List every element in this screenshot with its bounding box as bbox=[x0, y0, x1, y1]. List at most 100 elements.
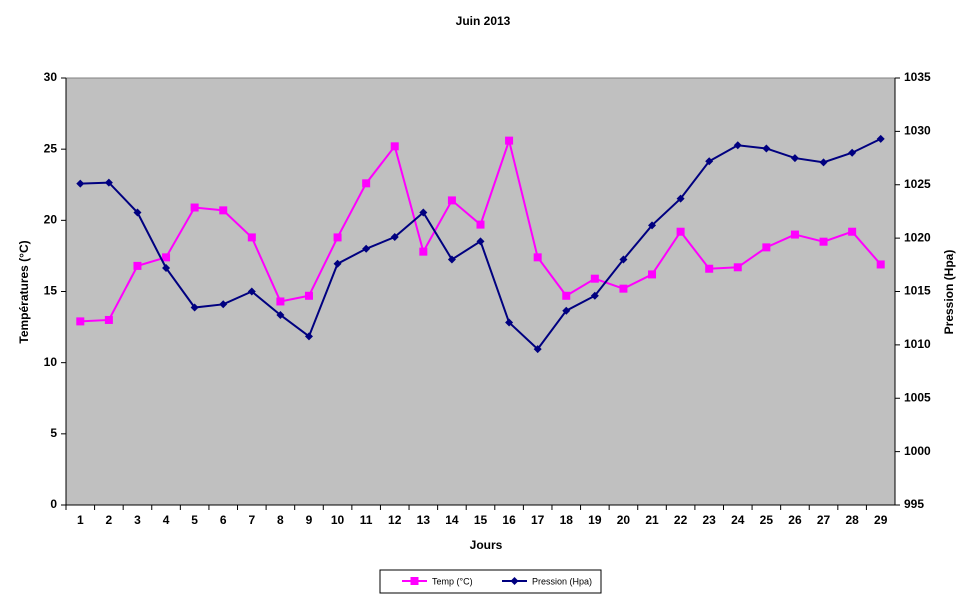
y2-tick-label: 1015 bbox=[904, 284, 931, 298]
data-point bbox=[533, 253, 542, 262]
data-point bbox=[190, 203, 199, 212]
data-point bbox=[476, 220, 485, 229]
data-point bbox=[162, 253, 171, 262]
data-point bbox=[876, 260, 885, 269]
chart-title: Juin 2013 bbox=[456, 14, 511, 28]
y-tick-label: 0 bbox=[50, 497, 57, 511]
x-tick-label: 18 bbox=[560, 513, 574, 527]
x-tick-label: 20 bbox=[617, 513, 631, 527]
data-point bbox=[276, 310, 285, 319]
x-tick-label: 27 bbox=[817, 513, 831, 527]
plot-area bbox=[65, 77, 896, 506]
y2-tick-label: 1010 bbox=[904, 337, 931, 351]
legend-box bbox=[379, 569, 602, 594]
data-point bbox=[419, 247, 428, 256]
data-point bbox=[762, 144, 771, 153]
data-point bbox=[762, 243, 771, 252]
x-tick-label: 5 bbox=[191, 513, 198, 527]
data-point bbox=[133, 261, 142, 270]
data-point bbox=[848, 227, 857, 236]
y2-axis-label: Pression (Hpa) bbox=[942, 250, 956, 335]
data-point bbox=[76, 179, 85, 188]
y2-tick-label: 1020 bbox=[904, 230, 931, 244]
data-point bbox=[705, 264, 714, 273]
x-tick-label: 29 bbox=[874, 513, 888, 527]
data-point bbox=[505, 136, 514, 145]
x-tick-label: 8 bbox=[277, 513, 284, 527]
data-point bbox=[790, 230, 799, 239]
data-point bbox=[848, 148, 857, 157]
data-point bbox=[219, 206, 228, 215]
legend: Temp (°C) Pression (Hpa) bbox=[379, 569, 602, 594]
y-tick-label: 10 bbox=[44, 355, 58, 369]
data-point bbox=[733, 141, 742, 150]
y-tick-label: 15 bbox=[44, 284, 58, 298]
x-tick-label: 23 bbox=[703, 513, 717, 527]
data-point bbox=[562, 291, 571, 300]
data-point bbox=[247, 233, 256, 242]
y-tick-label: 20 bbox=[44, 213, 58, 227]
y2-tick-label: 1030 bbox=[904, 124, 931, 138]
legend-marker bbox=[410, 577, 419, 585]
data-point bbox=[76, 317, 85, 326]
x-tick-label: 21 bbox=[645, 513, 659, 527]
data-point bbox=[590, 291, 599, 300]
y2-tick-label: 1035 bbox=[904, 70, 931, 84]
x-tick-label: 12 bbox=[388, 513, 402, 527]
data-point bbox=[390, 142, 399, 151]
data-point bbox=[276, 297, 285, 306]
data-point bbox=[219, 300, 228, 309]
legend-label: Temp (°C) bbox=[432, 576, 473, 586]
data-point bbox=[104, 178, 113, 187]
data-point bbox=[790, 154, 799, 163]
data-point bbox=[562, 306, 571, 315]
data-point bbox=[676, 227, 685, 236]
x-tick-label: 26 bbox=[788, 513, 802, 527]
data-point bbox=[505, 318, 514, 327]
data-point bbox=[705, 157, 714, 166]
x-tick-label: 9 bbox=[306, 513, 313, 527]
x-tick-label: 19 bbox=[588, 513, 602, 527]
data-point bbox=[819, 158, 828, 167]
x-tick-label: 28 bbox=[845, 513, 859, 527]
data-point bbox=[476, 237, 485, 246]
x-tick-label: 17 bbox=[531, 513, 545, 527]
data-point bbox=[304, 291, 313, 300]
data-point bbox=[304, 332, 313, 341]
x-tick-label: 10 bbox=[331, 513, 345, 527]
x-tick-label: 16 bbox=[502, 513, 516, 527]
data-point bbox=[390, 233, 399, 242]
x-tick-label: 11 bbox=[360, 513, 373, 527]
data-point bbox=[333, 233, 342, 242]
x-tick-label: 13 bbox=[417, 513, 431, 527]
y-tick-label: 30 bbox=[44, 70, 58, 84]
data-point bbox=[333, 259, 342, 268]
data-point bbox=[619, 284, 628, 293]
legend-marker bbox=[510, 577, 519, 585]
x-tick-label: 7 bbox=[248, 513, 255, 527]
data-point bbox=[362, 244, 371, 253]
data-point bbox=[104, 315, 113, 324]
data-point bbox=[447, 196, 456, 205]
data-point bbox=[419, 208, 428, 217]
y2-tick-label: 1000 bbox=[904, 444, 931, 458]
x-tick-label: 25 bbox=[760, 513, 774, 527]
x-tick-label: 14 bbox=[445, 513, 459, 527]
y-axis-label: Températures (°C) bbox=[17, 240, 31, 343]
data-point bbox=[247, 287, 256, 296]
x-tick-label: 6 bbox=[220, 513, 227, 527]
y-tick-label: 25 bbox=[44, 141, 58, 155]
x-tick-label: 3 bbox=[134, 513, 141, 527]
y2-tick-label: 1005 bbox=[904, 390, 931, 404]
data-point bbox=[447, 255, 456, 264]
data-point bbox=[876, 134, 885, 143]
data-point bbox=[733, 263, 742, 272]
x-tick-label: 24 bbox=[731, 513, 745, 527]
data-point bbox=[533, 345, 542, 354]
x-tick-label: 2 bbox=[106, 513, 113, 527]
data-point bbox=[133, 208, 142, 217]
y2-tick-label: 1025 bbox=[904, 177, 931, 191]
y-tick-label: 5 bbox=[50, 426, 57, 440]
data-point bbox=[648, 221, 657, 230]
